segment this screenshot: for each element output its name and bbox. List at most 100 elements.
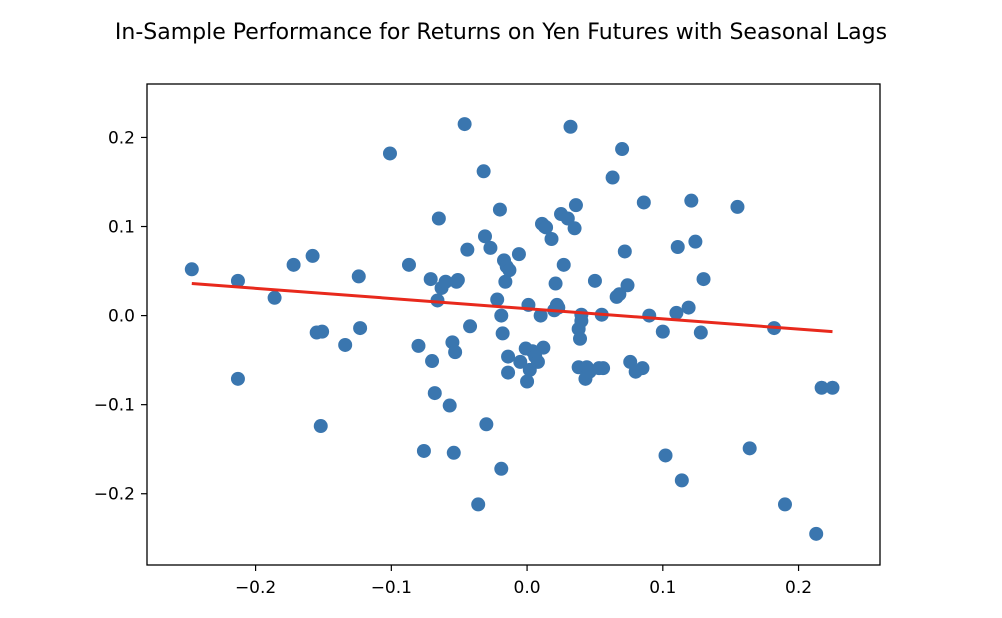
data-point bbox=[605, 170, 620, 185]
data-point bbox=[536, 340, 551, 355]
data-point bbox=[448, 345, 463, 360]
data-point bbox=[442, 398, 457, 413]
chart-title: In-Sample Performance for Returns on Yen… bbox=[114, 20, 888, 45]
data-point bbox=[693, 325, 708, 340]
data-point bbox=[573, 331, 588, 346]
data-point bbox=[490, 292, 505, 307]
data-point bbox=[477, 229, 492, 244]
data-point bbox=[492, 202, 507, 217]
data-point bbox=[382, 146, 397, 161]
x-axis-ticks: −0.2 −0.1 0.0 0.1 0.2 bbox=[235, 565, 812, 598]
data-point bbox=[286, 257, 301, 272]
data-point bbox=[483, 240, 498, 255]
data-point bbox=[511, 247, 526, 262]
regression-line bbox=[191, 282, 833, 334]
data-point bbox=[502, 263, 517, 278]
data-point bbox=[513, 354, 528, 369]
data-point bbox=[427, 386, 442, 401]
y-tick-label: 0.2 bbox=[108, 128, 135, 148]
y-tick-label: 0.0 bbox=[108, 307, 135, 327]
data-point bbox=[636, 195, 651, 210]
data-point bbox=[494, 308, 509, 323]
data-point bbox=[560, 211, 575, 226]
data-point bbox=[548, 276, 563, 291]
data-point bbox=[401, 257, 416, 272]
data-point bbox=[615, 142, 630, 157]
data-point bbox=[777, 497, 792, 512]
data-point bbox=[498, 274, 513, 289]
data-point bbox=[809, 526, 824, 541]
data-point bbox=[596, 361, 611, 376]
data-point bbox=[460, 242, 475, 257]
data-point bbox=[539, 220, 554, 235]
data-point bbox=[438, 274, 453, 289]
data-point bbox=[430, 293, 445, 308]
data-point bbox=[313, 419, 328, 434]
data-point bbox=[567, 221, 582, 236]
x-tick-label: −0.2 bbox=[235, 578, 276, 598]
data-point bbox=[696, 272, 711, 287]
data-point bbox=[533, 308, 548, 323]
data-point bbox=[556, 257, 571, 272]
data-point bbox=[635, 361, 650, 376]
data-point bbox=[411, 338, 426, 353]
x-tick-label: 0.2 bbox=[785, 578, 812, 598]
data-point bbox=[353, 321, 368, 336]
data-point bbox=[574, 313, 589, 328]
x-tick-label: −0.1 bbox=[371, 578, 412, 598]
data-point bbox=[267, 290, 282, 305]
data-point bbox=[446, 445, 461, 460]
data-point bbox=[501, 349, 516, 364]
y-axis-ticks: −0.2 −0.1 0.0 0.1 0.2 bbox=[94, 128, 147, 505]
x-tick-label: 0.1 bbox=[649, 578, 676, 598]
data-point bbox=[230, 371, 245, 386]
data-point bbox=[463, 319, 478, 334]
data-point bbox=[642, 308, 657, 323]
data-point bbox=[670, 240, 685, 255]
data-point bbox=[495, 326, 510, 341]
data-point bbox=[315, 324, 330, 339]
data-point bbox=[530, 354, 545, 369]
data-point bbox=[688, 234, 703, 249]
data-point bbox=[479, 417, 494, 432]
data-point bbox=[617, 244, 632, 259]
y-tick-label: −0.1 bbox=[94, 396, 135, 416]
data-point bbox=[423, 272, 438, 287]
data-point bbox=[814, 380, 829, 395]
y-tick-label: 0.1 bbox=[108, 218, 135, 238]
regression-line-layer bbox=[191, 282, 833, 334]
data-point bbox=[658, 448, 673, 463]
data-point bbox=[184, 262, 199, 277]
data-point bbox=[471, 497, 486, 512]
data-point bbox=[674, 473, 689, 488]
data-point bbox=[730, 199, 745, 214]
data-point bbox=[520, 374, 535, 389]
x-tick-label: 0.0 bbox=[514, 578, 541, 598]
data-point bbox=[655, 324, 670, 339]
data-point bbox=[544, 231, 559, 246]
data-point bbox=[612, 287, 627, 302]
data-point bbox=[351, 269, 366, 284]
data-point bbox=[568, 198, 583, 213]
data-point bbox=[825, 380, 840, 395]
points-layer bbox=[184, 117, 840, 541]
data-point bbox=[305, 248, 320, 263]
data-point bbox=[431, 211, 446, 226]
data-point bbox=[450, 272, 465, 287]
axes-frame bbox=[146, 83, 881, 566]
data-point bbox=[563, 119, 578, 134]
data-point bbox=[587, 273, 602, 288]
data-point bbox=[501, 365, 516, 380]
data-point bbox=[684, 193, 699, 208]
data-point bbox=[742, 441, 757, 456]
data-point bbox=[425, 354, 440, 369]
data-point bbox=[620, 278, 635, 293]
data-point bbox=[494, 461, 509, 476]
y-tick-label: −0.2 bbox=[94, 485, 135, 505]
data-point bbox=[457, 117, 472, 132]
data-point bbox=[476, 164, 491, 179]
data-point bbox=[230, 273, 245, 288]
data-point bbox=[338, 337, 353, 352]
data-point bbox=[416, 443, 431, 458]
